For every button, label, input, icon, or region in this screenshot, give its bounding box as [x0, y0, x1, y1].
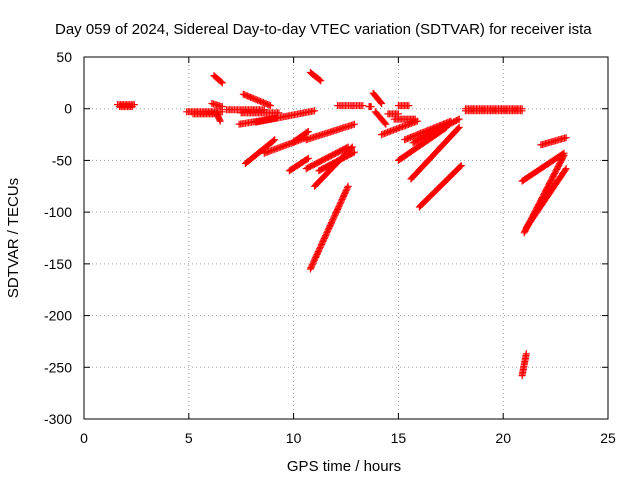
- data-point-track: [384, 110, 402, 118]
- data-point-track: [311, 143, 356, 190]
- data-point-track: [518, 350, 530, 380]
- data-point-track: [302, 120, 358, 144]
- y-tick-label: -50: [52, 152, 72, 168]
- data-point-track: [390, 115, 419, 123]
- data-point-track: [407, 123, 463, 183]
- data-point-track: [189, 110, 218, 118]
- data-point-track: [394, 102, 413, 110]
- data-point-track: [306, 69, 325, 85]
- x-tick-label: 10: [286, 430, 302, 446]
- data-point-track: [302, 143, 352, 173]
- y-axis-label: SDTVAR / TECUs: [5, 178, 22, 298]
- y-tick-label: -100: [44, 204, 72, 220]
- x-tick-label: 20: [495, 430, 511, 446]
- y-tick-label: -250: [44, 359, 72, 375]
- data-point-track: [306, 182, 352, 273]
- x-tick-label: 5: [185, 430, 193, 446]
- x-axis-label: GPS time / hours: [287, 458, 401, 475]
- y-tick-label: -200: [44, 308, 72, 324]
- data-point-track: [518, 149, 568, 185]
- data-point-track: [252, 107, 319, 126]
- x-tick-label: 0: [80, 430, 88, 446]
- data-point-track: [241, 136, 279, 167]
- data-point-track: [415, 162, 465, 211]
- data-point-track: [315, 148, 358, 175]
- x-tick-label: 25: [600, 430, 616, 446]
- data-point-track: [537, 134, 570, 149]
- data-point-track: [212, 108, 224, 125]
- data-point-track: [116, 103, 136, 111]
- data-point-track: [285, 154, 312, 175]
- chart-title: Day 059 of 2024, Sidereal Day-to-day VTE…: [55, 21, 592, 38]
- y-tick-label: -300: [44, 411, 72, 427]
- data-point-track: [371, 108, 390, 128]
- y-tick-label: 0: [64, 101, 72, 117]
- data-point-track: [239, 90, 274, 110]
- data-point-track: [290, 128, 312, 146]
- data-point-track: [365, 103, 375, 111]
- data-point-track: [409, 115, 463, 147]
- data-points: [114, 69, 570, 380]
- data-point-track: [210, 72, 226, 87]
- plot-frame: [83, 56, 609, 420]
- data-point-track: [334, 102, 367, 110]
- data-point-track: [522, 165, 570, 232]
- axis-ticks: 0 5 10 15 20 25 50 0 -50 -100 -150 -200 -250 -300: [44, 49, 616, 446]
- y-tick-label: -150: [44, 256, 72, 272]
- data-point-track: [208, 100, 226, 111]
- x-tick-label: 15: [391, 430, 407, 446]
- y-tick-label: 50: [56, 49, 72, 65]
- data-point-track: [237, 109, 283, 117]
- data-point-track: [462, 105, 526, 113]
- grid-lines: [84, 57, 608, 419]
- data-point-track: [369, 89, 386, 107]
